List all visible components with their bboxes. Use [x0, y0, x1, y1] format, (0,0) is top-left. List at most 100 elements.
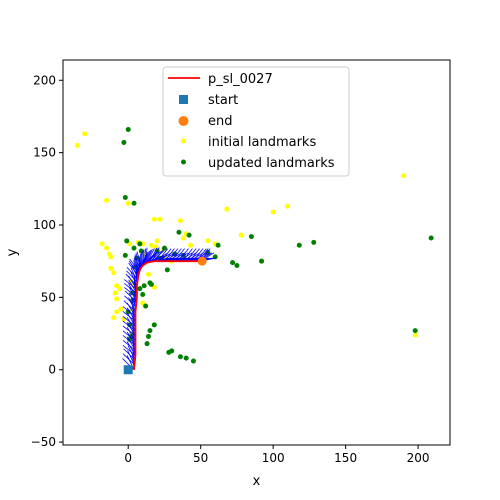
initial-landmark-point — [157, 216, 163, 222]
updated-landmark-point — [125, 126, 131, 132]
heading-arrow — [122, 325, 136, 337]
legend-item-path: p_sl_0027 — [208, 72, 273, 87]
heading-arrow — [122, 340, 136, 351]
x-tick-label: 150 — [334, 451, 357, 465]
legend-end-swatch — [178, 116, 189, 126]
axes-frame — [62, 59, 451, 446]
heading-arrow — [134, 256, 140, 272]
heading-arrow — [136, 251, 143, 268]
initial-landmark-point — [154, 238, 160, 244]
initial-landmark-point — [112, 290, 118, 296]
updated-landmark-point — [131, 200, 137, 206]
updated-landmark-point — [147, 328, 153, 334]
heading-arrow — [196, 248, 207, 262]
heading-arrow — [122, 320, 136, 332]
legend-start-swatch — [179, 95, 188, 104]
initial-landmark-point — [108, 254, 114, 260]
heading-arrow — [122, 345, 136, 356]
heading-arrow — [143, 248, 146, 265]
initial-landmark-point — [270, 209, 276, 215]
updated-landmark-point — [177, 354, 183, 360]
heading-arrow — [126, 355, 135, 370]
heading-arrow — [149, 250, 162, 263]
initial-landmark-point — [177, 218, 183, 224]
heading-arrow — [146, 248, 155, 263]
initial-landmark-point — [114, 309, 120, 315]
heading-arrow — [157, 248, 169, 262]
heading-arrow — [123, 348, 136, 361]
legend-box — [162, 66, 350, 177]
heading-arrow — [134, 254, 141, 270]
x-tick-label: 100 — [262, 451, 285, 465]
updated-landmark-point — [137, 286, 143, 292]
updated-landmark-point — [137, 241, 143, 247]
updated-landmark-point — [131, 245, 137, 251]
initial-landmark-point — [82, 131, 88, 137]
updated-landmark-point — [122, 195, 128, 200]
heading-arrow — [124, 295, 137, 308]
updated-landmark-point — [176, 229, 182, 235]
initial-landmark-point — [238, 232, 244, 238]
x-tick-label: 200 — [407, 451, 430, 465]
heading-arrow — [126, 270, 138, 283]
heading-arrow — [133, 258, 140, 274]
heading-arrow — [124, 290, 137, 303]
initial-landmark-point — [146, 271, 152, 277]
heading-arrow — [178, 248, 189, 262]
initial-landmark-point — [117, 286, 123, 292]
heading-arrow — [140, 252, 142, 269]
legend-initial-landmarks-swatch — [181, 138, 186, 144]
y-tick-label: 0 — [48, 363, 56, 377]
heading-arrow — [126, 312, 136, 327]
heading-arrow — [122, 353, 135, 366]
updated-landmark-point — [122, 252, 128, 258]
heading-arrow — [192, 248, 204, 262]
heading-arrow — [122, 335, 136, 346]
initial-landmark-point — [103, 245, 109, 251]
initial-landmark-point — [285, 203, 291, 209]
heading-arrow — [122, 306, 136, 317]
heading-arrow — [142, 249, 145, 266]
updated-landmark-point — [186, 232, 192, 238]
y-tick-label: 100 — [33, 218, 56, 232]
heading-arrow — [126, 317, 136, 332]
initial-landmark-point — [153, 244, 159, 250]
updated-landmark-point — [141, 283, 147, 289]
y-axis-label: y — [5, 248, 20, 256]
heading-arrow — [129, 258, 140, 272]
x-axis-label: x — [253, 474, 261, 489]
heading-arrow — [128, 297, 136, 313]
updated-landmark-point — [412, 328, 418, 334]
updated-landmark-point — [311, 239, 317, 245]
legend-item-start: start — [208, 93, 238, 108]
heading-arrow — [141, 250, 143, 267]
initial-landmark-point — [180, 235, 186, 241]
heading-arrow — [164, 248, 175, 262]
initial-landmark-point — [412, 332, 418, 338]
heading-arrow — [185, 248, 197, 262]
heading-arrow — [126, 331, 136, 346]
heading-arrow — [126, 307, 136, 322]
y-tick-label: 200 — [33, 73, 56, 87]
initial-landmark-point — [151, 216, 157, 222]
updated-landmark-point — [143, 303, 149, 309]
initial-landmark-point — [108, 265, 114, 271]
updated-landmark-point — [169, 348, 175, 354]
updated-landmark-point — [164, 267, 170, 273]
heading-arrow — [145, 248, 153, 264]
updated-landmark-point — [183, 355, 189, 361]
heading-arrow — [145, 247, 148, 264]
updated-landmark-point — [121, 140, 127, 145]
heading-arrow — [174, 248, 185, 262]
initial-landmark-point — [125, 200, 131, 206]
heading-arrow — [135, 253, 142, 269]
updated-landmark-point — [151, 322, 157, 328]
heading-arrow — [129, 287, 137, 303]
heading-arrow — [126, 267, 139, 280]
heading-arrow — [124, 287, 138, 298]
heading-arrow — [125, 273, 138, 287]
heading-arrow — [160, 248, 172, 262]
updated-landmark-point — [259, 258, 265, 264]
updated-landmark-point — [146, 333, 152, 339]
